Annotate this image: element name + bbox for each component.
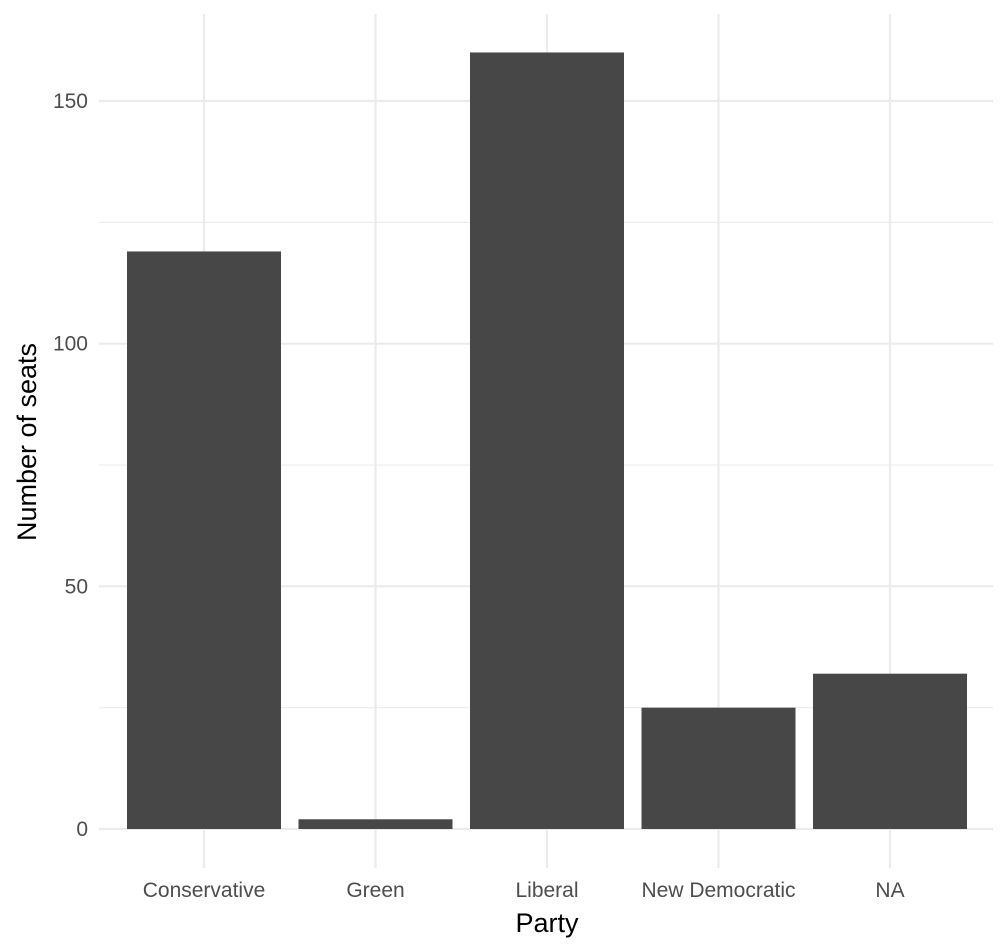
y-tick-label: 100 (53, 333, 88, 356)
x-tick-label: Conservative (143, 879, 266, 902)
y-axis-tick-labels: 0 50 100 150 (53, 90, 88, 841)
bar-green (298, 819, 453, 829)
x-axis-title: Party (515, 908, 579, 938)
x-tick-label: Green (346, 879, 404, 902)
x-axis-tick-labels: Conservative Green Liberal New Democratic NA (143, 879, 905, 902)
bar-conservative (127, 251, 281, 829)
y-tick-label: 0 (76, 818, 88, 841)
bars (127, 52, 967, 829)
bar-na (813, 673, 967, 829)
bar-new-democratic (641, 707, 796, 829)
x-tick-label: Liberal (515, 879, 578, 902)
bar-liberal (470, 52, 624, 829)
x-tick-label: NA (875, 879, 904, 902)
y-tick-label: 50 (65, 575, 88, 598)
y-axis-title: Number of seats (12, 343, 42, 541)
y-tick-label: 150 (53, 90, 88, 113)
x-tick-label: New Democratic (641, 879, 795, 902)
